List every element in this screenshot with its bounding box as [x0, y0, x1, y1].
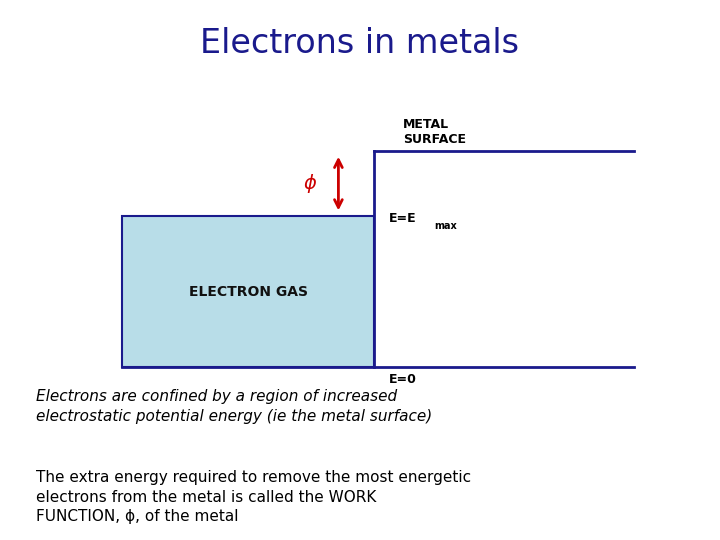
Text: E=0: E=0 — [389, 373, 417, 386]
Text: max: max — [434, 221, 457, 231]
Text: ELECTRON GAS: ELECTRON GAS — [189, 285, 308, 299]
Text: ϕ: ϕ — [303, 174, 316, 193]
Bar — [122, 216, 374, 367]
Text: E=E: E=E — [389, 212, 416, 225]
Text: Electrons are confined by a region of increased
electrostatic potential energy (: Electrons are confined by a region of in… — [36, 389, 432, 423]
Text: Electrons in metals: Electrons in metals — [200, 27, 520, 60]
Text: The extra energy required to remove the most energetic
electrons from the metal : The extra energy required to remove the … — [36, 470, 471, 524]
Text: METAL
SURFACE: METAL SURFACE — [403, 118, 467, 146]
